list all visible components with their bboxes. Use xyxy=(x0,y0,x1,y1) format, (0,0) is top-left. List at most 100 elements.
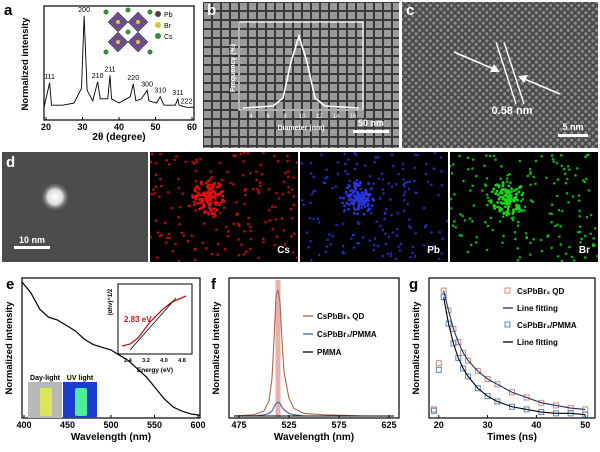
decay-point xyxy=(460,349,467,356)
pl-chart: 475 525 575 625 CsPbBr₃ QD CsPbBr₃/PMMA PMM… xyxy=(211,277,400,443)
eds-map-br-label: Br xyxy=(578,245,590,256)
peak-label: 111 xyxy=(44,74,55,81)
measure-arrow-left xyxy=(453,51,497,71)
decay-point xyxy=(460,365,467,372)
x-tick-label: 20 xyxy=(434,420,444,430)
crystal-legend: Pb Br Cs xyxy=(155,11,173,41)
x-tick-label: 500 xyxy=(103,420,118,430)
decay-point xyxy=(494,398,501,405)
eds-map-pb-label: Pb xyxy=(427,245,440,256)
xrd-pattern-line xyxy=(43,16,194,108)
inset-x-tick-label: 16 xyxy=(350,114,357,120)
measure-arrow-right xyxy=(521,77,561,95)
x-tick-label: 30 xyxy=(77,122,87,132)
decay-point xyxy=(474,385,481,392)
trpl-y-label: Normalized intensity xyxy=(411,301,422,395)
bandgap-value: 2.83 eV xyxy=(124,315,152,324)
inset-x-tick-label: 2.4 xyxy=(124,358,133,364)
pl-x-label: Wavelength (nm) xyxy=(274,432,354,443)
daylight-label: Day-light xyxy=(30,375,61,382)
histogram-inset-frame xyxy=(238,21,364,111)
peak-label: 200 xyxy=(78,7,90,14)
trpl-chart: 20 30 40 50 CsPbBr₃ QD Line fitting CsPbBr₃… xyxy=(411,277,596,443)
panel-d-haadf-image: 10 nm d xyxy=(2,152,148,262)
pl-series-line xyxy=(233,289,394,417)
decay-point xyxy=(450,325,457,332)
decay-point xyxy=(430,407,437,414)
x-tick-label: 400 xyxy=(16,420,31,430)
size-distribution-curve xyxy=(242,33,360,109)
absorption-spectrum-line xyxy=(21,281,201,416)
peak-label: 222 xyxy=(181,98,193,105)
decay-point xyxy=(484,376,491,382)
tem-nanocube-array: 4 6 8 10 12 14 16 Diameter (nm) Frequency (%) … xyxy=(203,2,399,148)
legend-pmma: PMMA xyxy=(317,348,342,357)
panel-label-d: d xyxy=(6,154,16,171)
decay-point xyxy=(450,340,457,347)
scale-bar-label: 10 nm xyxy=(19,235,45,245)
decay-point xyxy=(484,393,491,400)
decay-point xyxy=(435,360,442,367)
decay-point xyxy=(523,394,530,401)
pl-legend: CsPbBr₃ QD CsPbBr₃/PMMA PMMA xyxy=(303,312,377,357)
x-tick-label: 550 xyxy=(147,420,162,430)
emission-band-highlight xyxy=(275,280,281,417)
xrd-x-axis-label: 2θ (degree) xyxy=(92,132,145,143)
decay-fit-line xyxy=(443,297,586,416)
inset-x-tick-label: 10 xyxy=(299,114,306,120)
x-tick-label: 450 xyxy=(60,420,75,430)
decay-point xyxy=(435,366,442,373)
panel-label-f: f xyxy=(211,276,216,293)
scale-bar xyxy=(14,246,50,249)
decay-point xyxy=(509,389,515,396)
panel-label-g: g xyxy=(409,276,419,293)
panel-label-c: c xyxy=(406,2,415,19)
panel-a: 20 30 40 50 60 111 200 210 211 220 300 310 311 222 2… xyxy=(0,0,200,150)
histogram-x-label: Diameter (nm) xyxy=(277,125,324,132)
inset-x-tick-label: 4.0 xyxy=(160,358,168,364)
legend-fit-2: Line fitting xyxy=(517,338,558,347)
panel-e: 400 450 500 550 600 Wavelength (nm) Normaliz… xyxy=(0,270,206,447)
legend-qd-pmma: CsPbBr₃/PMMA xyxy=(517,321,577,330)
x-tick-label: 50 xyxy=(580,420,590,430)
decay-point xyxy=(430,406,437,413)
inset-x-tick-label: 4 xyxy=(249,114,253,120)
lattice-spacing-label: 0.58 nm xyxy=(492,105,533,117)
x-tick-label: 600 xyxy=(190,420,205,430)
decay-fit-line xyxy=(443,290,586,410)
x-tick-label: 50 xyxy=(150,122,160,132)
eds-map-cs-label: Cs xyxy=(277,245,290,256)
hrtem-lattice: 0.58 nm 5 nm xyxy=(402,2,598,148)
legend-qd: CsPbBr₃ QD xyxy=(317,312,364,321)
panel-g: 20 30 40 50 CsPbBr₃ QD Line fitting CsPbBr₃… xyxy=(405,270,600,447)
legend-qd: CsPbBr₃ QD xyxy=(517,287,564,296)
x-tick-label: 40 xyxy=(114,122,124,132)
tauc-inset: 2.83 eV 2.4 3.2 4.0 4.8 Energy (eV) (αhν)^1… xyxy=(108,283,193,374)
pl-y-label: Normalized intensity xyxy=(211,301,222,395)
legend-pb: Pb xyxy=(164,12,173,19)
decay-point xyxy=(465,373,472,380)
peak-label: 310 xyxy=(154,88,166,95)
tauc-x-label: Energy (eV) xyxy=(137,367,173,374)
eds-map-pb: Pb xyxy=(300,152,448,262)
nanocrystal-particle xyxy=(40,182,70,212)
peak-label: 300 xyxy=(141,81,153,88)
lattice-fringe-line-1 xyxy=(495,41,517,105)
vial-photos: Day-light UV light xyxy=(28,375,97,418)
x-tick-label: 475 xyxy=(231,420,246,430)
panel-f: 475 525 575 625 CsPbBr₃ QD CsPbBr₃/PMMA PMM… xyxy=(205,270,405,447)
legend-cs: Cs xyxy=(164,34,173,41)
tauc-y-label: (αhν)^1/2 xyxy=(108,288,114,315)
uv-light-label: UV light xyxy=(67,375,94,382)
scale-bar xyxy=(353,130,389,133)
legend-br: Br xyxy=(164,23,172,30)
peak-label: 220 xyxy=(127,75,139,82)
peak-label: 211 xyxy=(104,66,115,73)
scale-bar xyxy=(558,134,588,137)
absorption-chart: 400 450 500 550 600 Wavelength (nm) Normaliz… xyxy=(4,277,206,443)
tauc-fit-line xyxy=(129,297,177,351)
trpl-legend: CsPbBr₃ QD Line fitting CsPbBr₃/PMMA Lin… xyxy=(503,287,577,347)
inset-x-tick-label: 12 xyxy=(316,114,323,120)
panel-label-b: b xyxy=(207,2,217,19)
x-tick-label: 625 xyxy=(381,420,396,430)
